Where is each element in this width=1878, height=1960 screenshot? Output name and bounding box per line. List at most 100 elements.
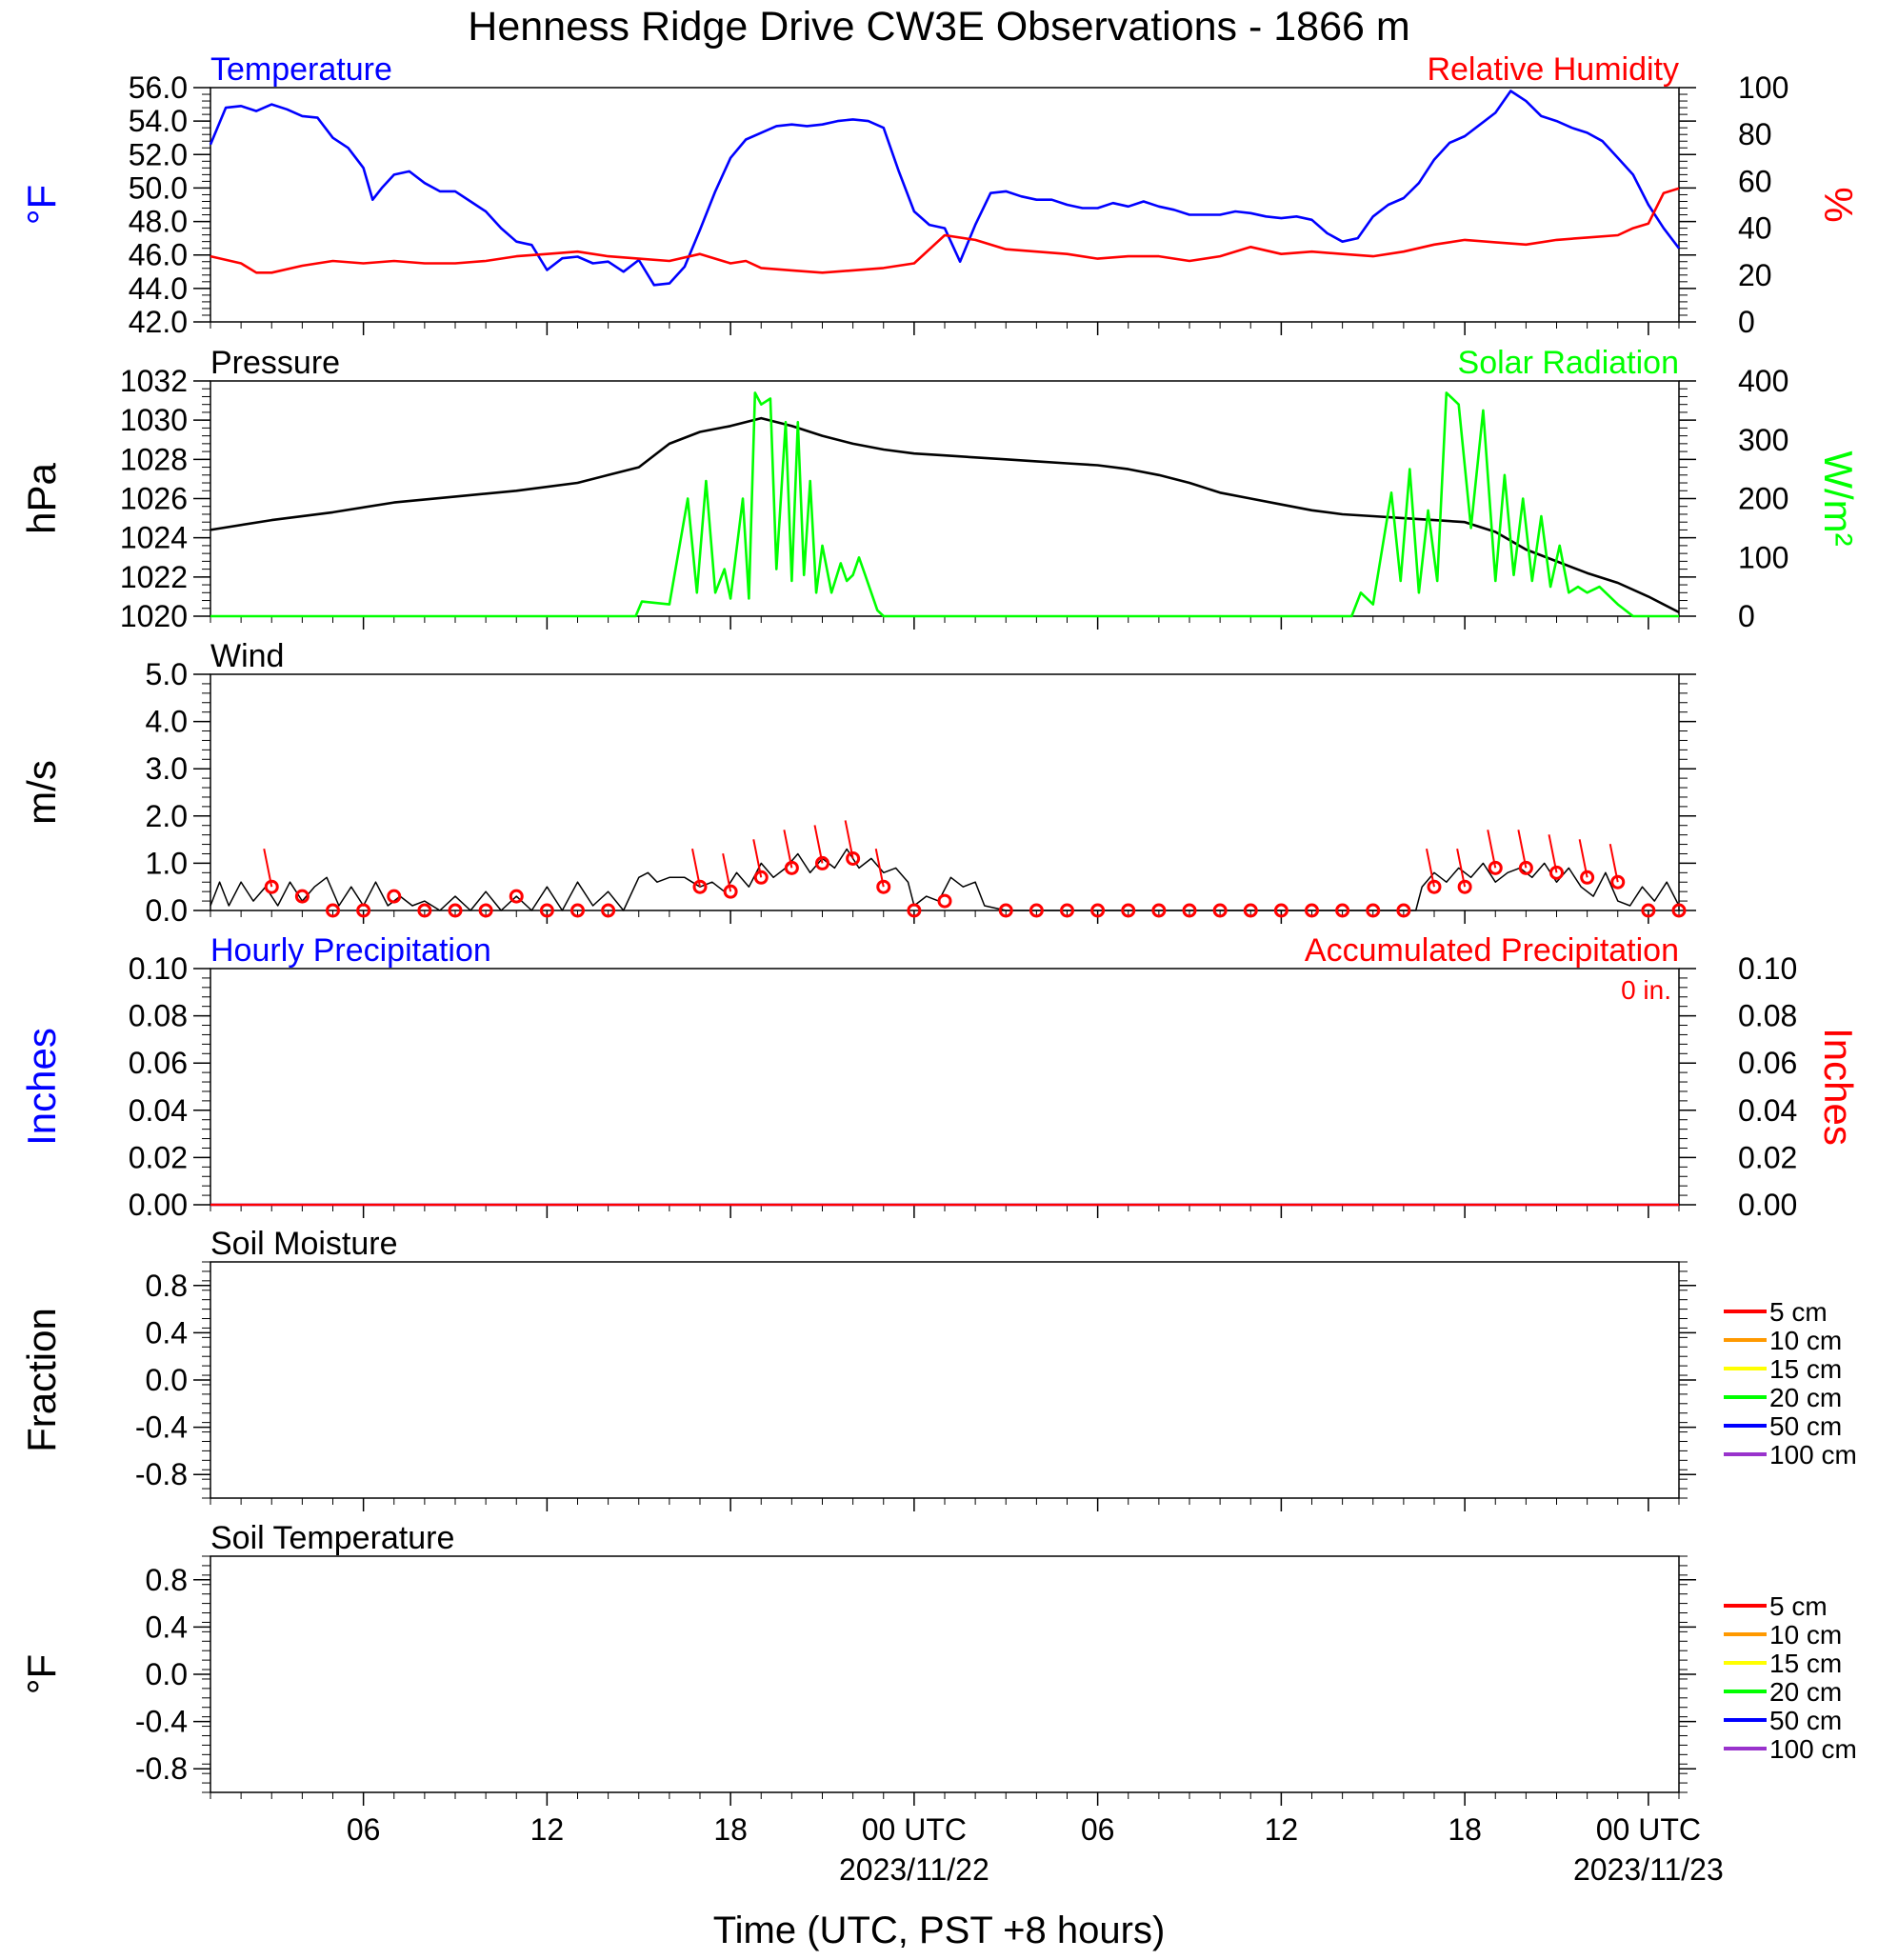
wind-barb-stem — [752, 839, 763, 878]
y-tick-label: 0.4 — [146, 1315, 188, 1350]
y-tick-label: 0.04 — [129, 1093, 188, 1128]
y-tick-label: 1032 — [120, 364, 188, 398]
x-axis-title: Time (UTC, PST +8 hours) — [713, 1910, 1166, 1951]
panel-title-left: Hourly Precipitation — [210, 932, 491, 969]
wind-direction-marker — [1212, 903, 1228, 918]
y-tick-label: 42.0 — [129, 305, 188, 339]
wind-direction-marker — [846, 850, 861, 866]
wind-direction-marker — [876, 879, 891, 894]
y-axis-title-left: °F — [19, 185, 64, 225]
accumulated-precip-value: 0 in. — [1621, 975, 1671, 1005]
y-tick-label: 0.0 — [146, 893, 188, 928]
wind-direction-marker — [1671, 903, 1687, 918]
panel-title-right: Relative Humidity — [1427, 51, 1679, 88]
plot-frame — [210, 673, 1680, 911]
x-tick-date-label: 2023/11/23 — [1573, 1852, 1724, 1887]
wind-direction-marker — [417, 903, 432, 918]
panel-title-left: Wind — [210, 638, 284, 674]
y-tick-label: 5.0 — [146, 657, 188, 691]
y-tick-label: 0.8 — [146, 1269, 188, 1303]
y-tick-label-right: 400 — [1738, 364, 1788, 398]
y-tick-label: 52.0 — [129, 137, 188, 171]
panel-title-left: Soil Moisture — [210, 1226, 398, 1262]
x-tick-label: 00 UTC — [862, 1812, 967, 1847]
wind-direction-marker — [1090, 903, 1106, 918]
legend-label: 15 cm — [1769, 1649, 1842, 1678]
wind-barb-stem — [263, 849, 273, 888]
wind-barb-stem — [722, 852, 732, 892]
wind-direction-marker — [937, 893, 952, 909]
wind-direction-marker — [815, 855, 829, 870]
y-tick-label: 2.0 — [146, 799, 188, 833]
y-tick-label-right: 100 — [1738, 540, 1788, 574]
y-tick-label: 0.10 — [129, 951, 188, 986]
plot-frame — [210, 968, 1680, 1206]
legend-label: 10 cm — [1769, 1620, 1842, 1650]
y-tick-label: 1020 — [120, 599, 188, 633]
wind-direction-marker — [1273, 903, 1289, 918]
wind-direction-marker — [387, 889, 402, 904]
panel-pressure: 1020 1022 1024 1026 1028 1030 1032 0 100 200 300 40… — [19, 345, 1861, 633]
wind-direction-marker — [1610, 874, 1626, 890]
wind-barb-stem — [1548, 834, 1558, 873]
series-wind-line — [210, 848, 1680, 911]
series-relative-humidity-line — [210, 187, 1680, 274]
y-tick-label: 48.0 — [129, 205, 188, 239]
y-tick-label: 0.4 — [146, 1610, 188, 1644]
legend-label: 5 cm — [1769, 1297, 1828, 1327]
legend-label: 20 cm — [1769, 1383, 1842, 1412]
wind-direction-marker — [1488, 860, 1503, 875]
series-solar-radiation-line — [210, 391, 1679, 618]
y-axis-title-right: Inches — [1816, 1028, 1861, 1146]
wind-barb-stem — [1456, 849, 1467, 888]
x-tick-label: 18 — [1448, 1812, 1482, 1847]
wind-barb-stem — [1608, 844, 1619, 883]
y-axis-title-left: m/s — [19, 760, 64, 825]
wind-direction-marker — [784, 860, 799, 875]
y-tick-label-right: 20 — [1738, 258, 1772, 292]
wind-barb-stem — [1517, 830, 1528, 869]
wind-direction-marker — [1151, 903, 1167, 918]
y-tick-label: 0.02 — [129, 1140, 188, 1174]
wind-barb-stem — [1487, 830, 1497, 869]
y-tick-label-right: 0.08 — [1738, 999, 1797, 1033]
y-axis-title-left: Inches — [19, 1028, 64, 1146]
plot-frame — [210, 1555, 1680, 1793]
legend-label: 5 cm — [1769, 1591, 1828, 1621]
panel-soilt: -0.8 -0.4 0.0 0.4 0.8 Soil Temperature °F — [19, 1520, 1696, 1806]
y-tick-label: 1030 — [120, 403, 188, 437]
x-tick-label: 12 — [1265, 1812, 1299, 1847]
panel-title-left: Soil Temperature — [210, 1520, 454, 1556]
legend-label: 100 cm — [1769, 1734, 1857, 1764]
wind-direction-marker — [539, 903, 554, 918]
legend-label: 15 cm — [1769, 1354, 1842, 1384]
wind-direction-marker — [1641, 903, 1656, 918]
figure-title: Henness Ridge Drive CW3E Observations - … — [468, 4, 1409, 50]
series-temperature-line — [209, 90, 1681, 287]
panel-soilm: -0.8 -0.4 0.0 0.4 0.8 Soil Moisture Fraction — [19, 1226, 1696, 1511]
wind-direction-marker — [264, 879, 279, 894]
y-tick-label: 0.00 — [129, 1188, 188, 1222]
y-tick-label: 0.0 — [146, 1657, 188, 1691]
x-tick-date-label: 2023/11/22 — [839, 1852, 989, 1887]
y-tick-label: 1022 — [120, 560, 188, 594]
x-tick-label: 18 — [713, 1812, 748, 1847]
y-tick-label-right: 0.10 — [1738, 951, 1797, 986]
y-axis-title-left: °F — [19, 1654, 64, 1694]
x-tick-label: 12 — [530, 1812, 565, 1847]
y-axis-title-right: % — [1816, 187, 1861, 222]
y-tick-label: 44.0 — [129, 271, 188, 306]
y-axis-title-left: hPa — [19, 462, 64, 533]
panels: 42.044.046.048.050.052.054.056.0 0 20 40 60 8… — [19, 51, 1861, 1887]
y-tick-label-right: 80 — [1738, 117, 1772, 151]
y-tick-label: 0.08 — [129, 999, 188, 1033]
wind-barb-stem — [844, 820, 854, 859]
wind-direction-marker — [1518, 860, 1533, 875]
wind-direction-marker — [692, 879, 708, 894]
wind-direction-marker — [1182, 903, 1197, 918]
wind-direction-marker — [1549, 865, 1564, 880]
y-tick-label: 1028 — [120, 442, 188, 476]
wind-direction-marker — [509, 889, 524, 904]
